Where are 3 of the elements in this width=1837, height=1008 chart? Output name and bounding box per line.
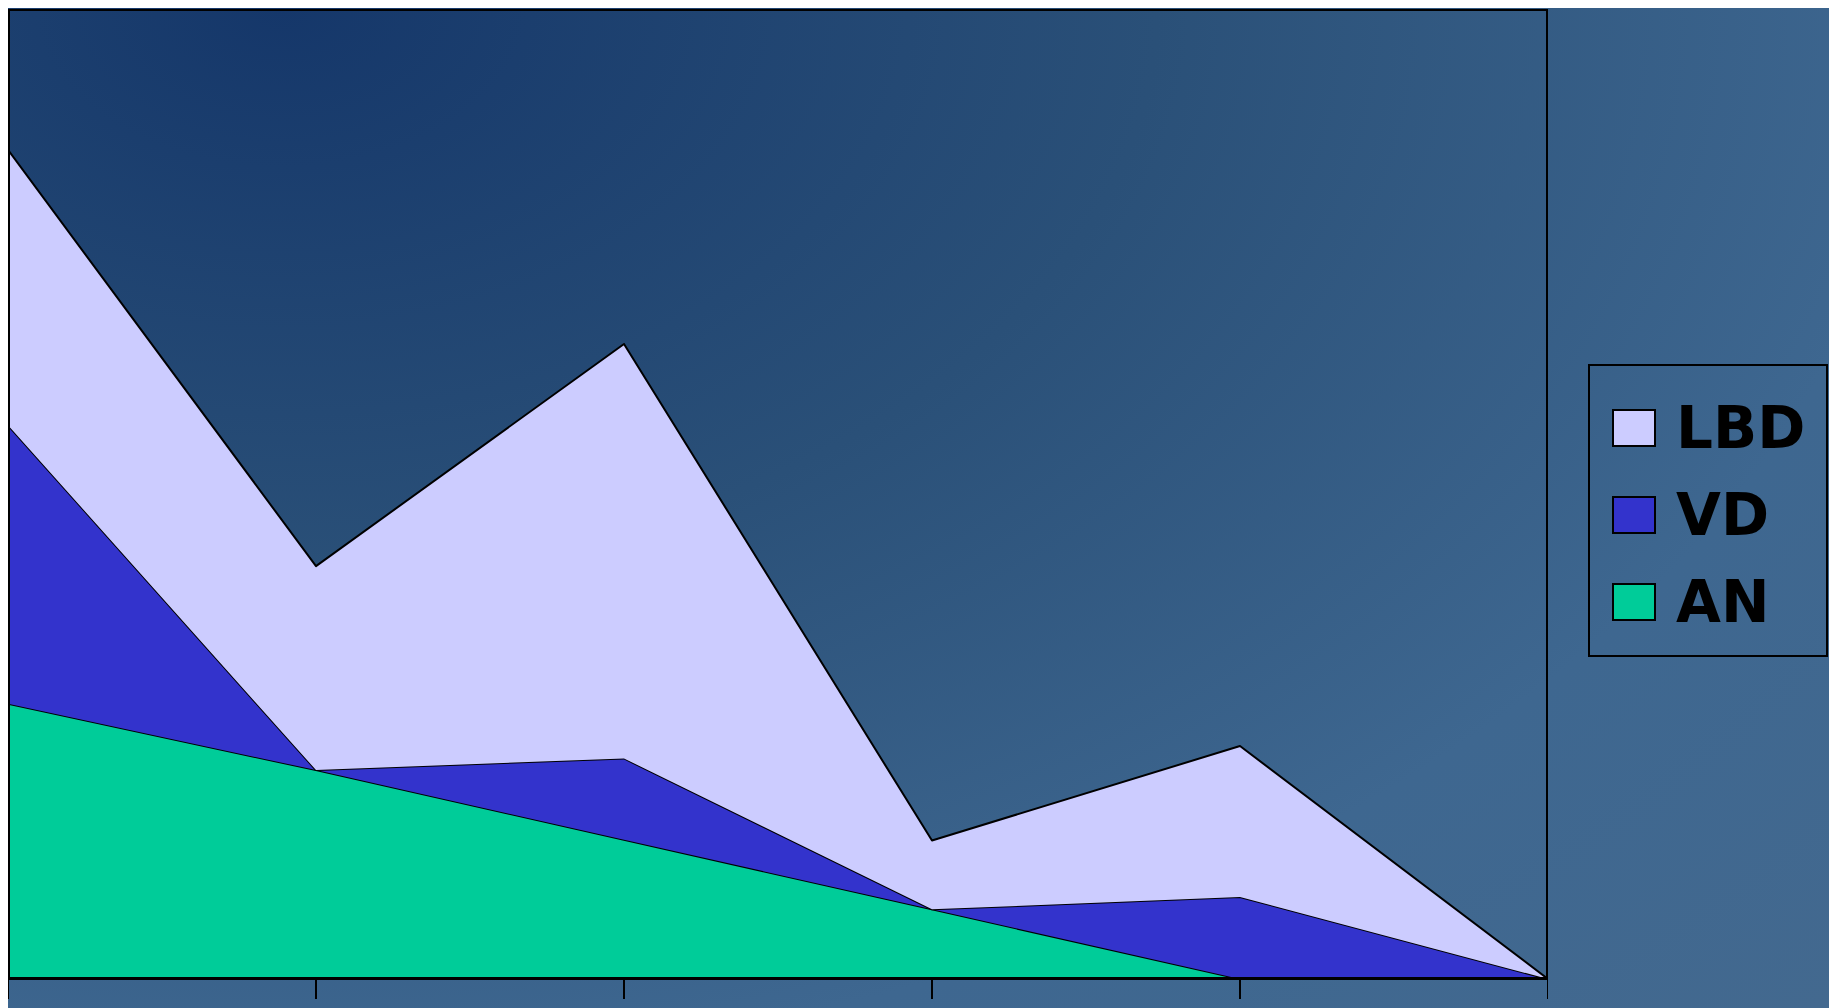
legend-label: LBD <box>1676 393 1806 462</box>
legend-label: VD <box>1676 480 1770 549</box>
legend-label: AN <box>1676 567 1770 636</box>
